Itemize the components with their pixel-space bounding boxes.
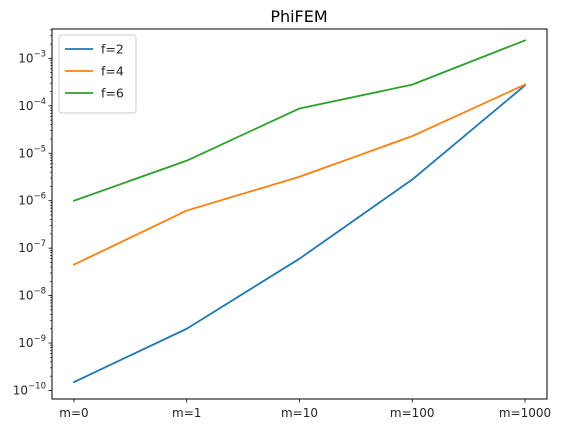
- y-tick-label: 10−4: [18, 97, 46, 113]
- x-tick-label: m=1: [172, 406, 201, 420]
- chart-title: PhiFEM: [270, 7, 327, 26]
- series-line-f=2: [72, 84, 527, 384]
- series-line-f=4: [72, 83, 527, 266]
- legend-label: f=4: [101, 64, 124, 79]
- x-tick-label: m=0: [59, 406, 88, 420]
- x-tick-label: m=10: [281, 406, 318, 420]
- y-tick-label: 10−5: [18, 144, 46, 160]
- x-tick-label: m=100: [390, 406, 435, 420]
- y-tick-label: 10−7: [18, 239, 46, 255]
- legend-label: f=6: [101, 86, 124, 101]
- x-tick-label: m=1000: [499, 406, 551, 420]
- y-axis: 10−10 10−9 10−8 10−7 10−6 10−5 10−4 10−3: [13, 29, 52, 397]
- legend-box: [58, 34, 137, 114]
- y-tick-label: 10−3: [18, 49, 46, 65]
- series-line-f=6: [72, 39, 527, 202]
- y-tick-label: 10−8: [18, 287, 46, 303]
- y-tick-label: 10−9: [18, 334, 46, 350]
- x-axis: m=0 m=1 m=10 m=100 m=1000: [59, 399, 551, 420]
- legend: f=2 f=4 f=6: [58, 34, 137, 114]
- y-tick-label: 10−6: [18, 192, 46, 208]
- y-tick-label: 10−10: [13, 381, 46, 397]
- legend-label: f=2: [101, 42, 124, 57]
- series-layer: [72, 39, 527, 384]
